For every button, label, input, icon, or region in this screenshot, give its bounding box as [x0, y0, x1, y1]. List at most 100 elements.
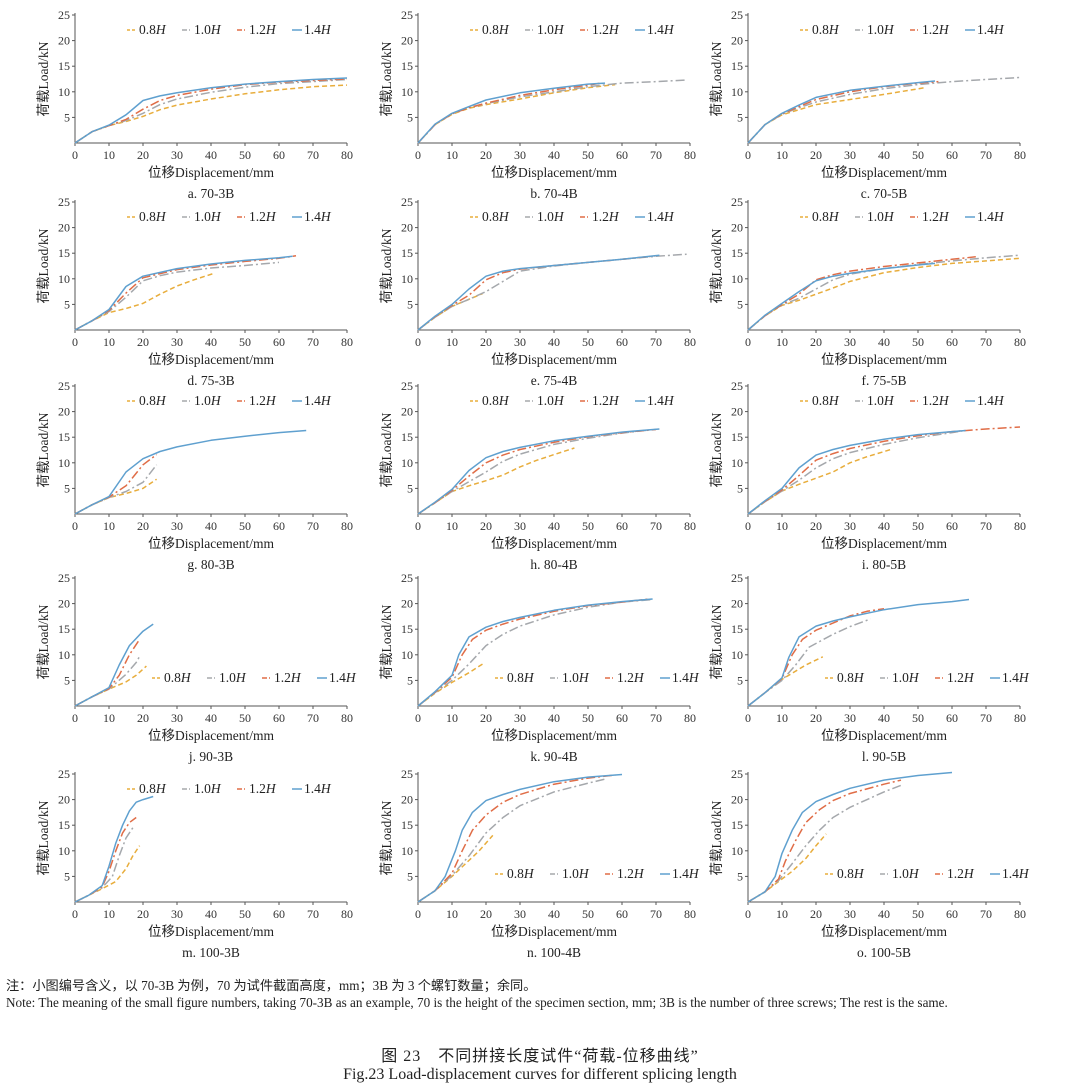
legend-label: 1.0H	[562, 670, 590, 685]
y-tick-label: 10	[731, 648, 743, 662]
series-line-1-0H	[74, 655, 141, 707]
legend-label: 0.8H	[139, 209, 167, 224]
series-line-0-8H	[417, 834, 494, 903]
series-line-0-8H	[74, 84, 348, 144]
y-tick-label: 15	[401, 818, 413, 832]
y-tick-label: 10	[401, 272, 413, 286]
legend-label: 1.2H	[592, 209, 620, 224]
y-tick-label: 5	[407, 481, 413, 495]
x-tick-label: 40	[548, 907, 560, 921]
x-tick-label: 70	[980, 907, 992, 921]
panel-c: 0 10 20 30 40 50 60 70 80 5 10 15 20 25 位移Displacement…	[709, 8, 1026, 201]
y-tick-label: 10	[401, 844, 413, 858]
x-tick-label: 80	[1014, 711, 1026, 725]
legend-label: 1.0H	[892, 866, 920, 881]
x-tick-label: 30	[171, 907, 183, 921]
x-tick-label: 40	[548, 148, 560, 162]
x-tick-label: 10	[776, 335, 788, 349]
y-tick-label: 5	[64, 673, 70, 687]
x-tick-label: 70	[650, 711, 662, 725]
series-line-1-4H	[417, 598, 653, 707]
y-tick-label: 5	[407, 297, 413, 311]
y-tick-label: 10	[58, 272, 70, 286]
legend-label: 1.2H	[249, 781, 277, 796]
x-tick-label: 70	[307, 711, 319, 725]
x-tick-label: 40	[205, 907, 217, 921]
series-line-1-0H	[417, 429, 650, 515]
x-tick-label: 80	[684, 907, 696, 921]
y-tick-label: 5	[64, 297, 70, 311]
x-tick-label: 10	[776, 148, 788, 162]
x-tick-label: 20	[810, 907, 822, 921]
note-chinese: 注：小图编号含义，以 70-3B 为例，70 为试件截面高度，mm；3B 为 3…	[6, 978, 537, 993]
y-tick-label: 10	[58, 648, 70, 662]
y-tick-label: 10	[401, 456, 413, 470]
series-line-1-4H	[747, 262, 936, 331]
x-tick-label: 80	[684, 519, 696, 533]
x-axis-label: 位移Displacement/mm	[821, 165, 947, 180]
legend-label: 1.4H	[647, 22, 675, 37]
x-tick-label: 70	[307, 335, 319, 349]
x-tick-label: 70	[650, 907, 662, 921]
y-axis-label: 荷载Load/kN	[379, 800, 394, 875]
legend-label: 1.0H	[537, 209, 565, 224]
legend-label: 1.0H	[219, 670, 247, 685]
legend-label: 1.2H	[617, 866, 645, 881]
x-tick-label: 60	[616, 148, 628, 162]
series-line-1-4H	[417, 773, 623, 903]
y-tick-label: 20	[401, 405, 413, 419]
x-axis-label: 位移Displacement/mm	[821, 352, 947, 367]
x-tick-label: 10	[446, 519, 458, 533]
x-tick-label: 30	[171, 519, 183, 533]
x-tick-label: 70	[307, 148, 319, 162]
y-axis-label: 荷载Load/kN	[379, 228, 394, 303]
subplot-label: g. 80-3B	[187, 557, 234, 572]
x-tick-label: 20	[480, 711, 492, 725]
x-tick-label: 30	[514, 907, 526, 921]
x-tick-label: 40	[878, 519, 890, 533]
y-tick-label: 5	[737, 869, 743, 883]
y-tick-label: 15	[731, 818, 743, 832]
legend-label: 1.0H	[194, 22, 222, 37]
subplot-label: c. 70-5B	[861, 186, 908, 201]
x-tick-label: 10	[446, 148, 458, 162]
y-tick-label: 15	[731, 59, 743, 73]
x-tick-label: 20	[810, 711, 822, 725]
y-axis-label: 荷载Load/kN	[709, 412, 724, 487]
series-line-1-0H	[417, 778, 606, 903]
y-axis-label: 荷载Load/kN	[709, 800, 724, 875]
series-line-0-8H	[747, 257, 1021, 331]
x-axis-label: 位移Displacement/mm	[491, 352, 617, 367]
x-tick-label: 30	[844, 335, 856, 349]
y-tick-label: 20	[731, 221, 743, 235]
series-line-1-0H	[74, 464, 158, 515]
x-tick-label: 30	[514, 148, 526, 162]
x-tick-label: 50	[912, 148, 924, 162]
x-tick-label: 20	[810, 148, 822, 162]
x-axis-label: 位移Displacement/mm	[491, 728, 617, 743]
x-tick-label: 0	[745, 519, 751, 533]
x-tick-label: 70	[650, 519, 662, 533]
subplot-label: i. 80-5B	[862, 557, 906, 572]
legend-label: 1.2H	[947, 670, 975, 685]
legend-label: 0.8H	[837, 670, 865, 685]
caption-chinese: 图 23 不同拼接长度试件“荷载-位移曲线”	[381, 1048, 699, 1065]
y-tick-label: 10	[58, 844, 70, 858]
y-tick-label: 20	[58, 597, 70, 611]
x-tick-label: 70	[980, 519, 992, 533]
x-axis-label: 位移Displacement/mm	[148, 728, 274, 743]
x-tick-label: 0	[72, 148, 78, 162]
series-line-1-2H	[74, 454, 158, 515]
panel-m: 0 10 20 30 40 50 60 70 80 5 10 15 20 25 位移Displacement…	[36, 767, 353, 960]
legend-label: 1.0H	[537, 393, 565, 408]
x-axis-label: 位移Displacement/mm	[148, 924, 274, 939]
x-tick-label: 30	[844, 907, 856, 921]
series-line-1-4H	[747, 598, 970, 707]
x-tick-label: 10	[776, 907, 788, 921]
legend-label: 1.0H	[867, 209, 895, 224]
y-tick-label: 5	[737, 481, 743, 495]
x-tick-label: 70	[980, 711, 992, 725]
series-line-0-8H	[417, 292, 483, 331]
y-tick-label: 5	[64, 110, 70, 124]
x-tick-label: 40	[548, 519, 560, 533]
